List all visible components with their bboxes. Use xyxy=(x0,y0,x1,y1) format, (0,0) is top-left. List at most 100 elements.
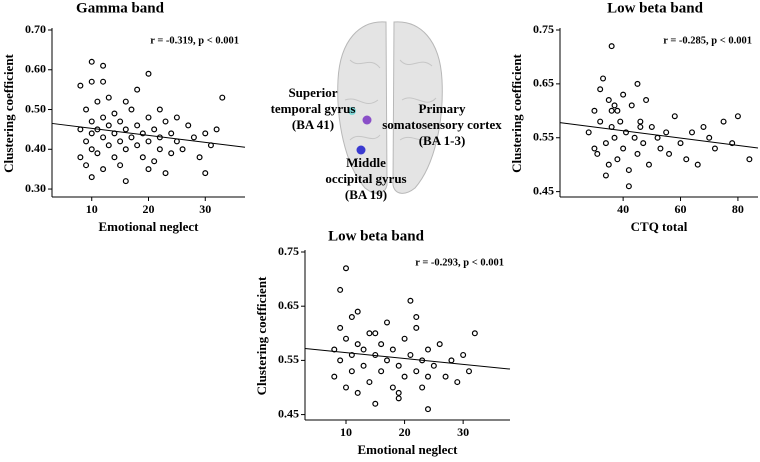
point xyxy=(645,161,652,168)
region-label: Middle xyxy=(346,155,386,170)
point xyxy=(134,122,141,129)
point xyxy=(620,91,627,98)
point xyxy=(77,126,84,133)
point xyxy=(436,341,443,348)
point xyxy=(145,138,152,145)
point xyxy=(348,314,355,321)
chart-title: Low beta band xyxy=(607,0,704,16)
point xyxy=(605,161,612,168)
point xyxy=(156,146,163,153)
y-tick-label: 0.70 xyxy=(25,22,46,36)
trend-line xyxy=(51,122,246,148)
annotation: r = -0.285, p < 0.001 xyxy=(663,35,752,46)
point xyxy=(395,362,402,369)
point xyxy=(711,145,718,152)
point xyxy=(117,162,124,169)
point xyxy=(378,368,385,375)
x-tick-label: 40 xyxy=(617,202,629,216)
point xyxy=(648,123,655,130)
point xyxy=(173,114,180,121)
trend-line xyxy=(559,122,759,149)
point xyxy=(202,170,209,177)
point xyxy=(384,357,391,364)
point xyxy=(617,118,624,125)
point xyxy=(77,154,84,161)
point xyxy=(111,110,118,117)
point xyxy=(134,86,141,93)
point xyxy=(600,75,607,82)
point xyxy=(173,138,180,145)
y-axis-label: Clustering coefficient xyxy=(254,276,269,395)
point xyxy=(343,265,350,272)
y-axis-label: Clustering coefficient xyxy=(1,53,16,172)
point xyxy=(105,122,112,129)
point xyxy=(77,82,84,89)
point xyxy=(413,314,420,321)
point xyxy=(366,379,373,386)
point xyxy=(190,134,197,141)
point xyxy=(360,346,367,353)
x-axis-label: Emotional neglect xyxy=(357,442,458,457)
point xyxy=(139,154,146,161)
point xyxy=(122,178,129,185)
point xyxy=(631,134,638,141)
point xyxy=(448,357,455,364)
y-tick-label: 0.65 xyxy=(278,298,299,312)
point xyxy=(620,145,627,152)
y-tick-label: 0.50 xyxy=(25,101,46,115)
x-tick-label: 80 xyxy=(732,202,744,216)
point xyxy=(401,335,408,342)
x-tick-label: 30 xyxy=(457,425,469,439)
point xyxy=(162,170,169,177)
point xyxy=(337,286,344,293)
point xyxy=(666,150,673,157)
point xyxy=(746,156,753,163)
region-dot xyxy=(348,107,356,115)
point xyxy=(442,373,449,380)
point xyxy=(706,134,713,141)
point xyxy=(389,346,396,353)
point xyxy=(608,43,615,50)
point xyxy=(407,351,414,358)
point xyxy=(100,134,107,141)
point xyxy=(122,126,129,133)
point xyxy=(425,373,432,380)
point xyxy=(213,126,220,133)
region-label: temporal gyrus xyxy=(271,101,356,116)
point xyxy=(384,319,391,326)
point xyxy=(100,166,107,173)
region-label: Primary xyxy=(419,101,466,116)
point xyxy=(625,167,632,174)
point xyxy=(88,130,95,137)
point xyxy=(100,78,107,85)
point xyxy=(611,102,618,109)
point xyxy=(597,118,604,125)
point xyxy=(122,146,129,153)
point xyxy=(94,98,101,105)
point xyxy=(625,183,632,190)
point xyxy=(162,118,169,125)
point xyxy=(454,379,461,386)
point xyxy=(378,341,385,348)
point xyxy=(640,140,647,147)
point xyxy=(337,357,344,364)
point xyxy=(348,368,355,375)
point xyxy=(430,362,437,369)
point xyxy=(372,330,379,337)
point xyxy=(105,142,112,149)
point xyxy=(145,70,152,77)
point xyxy=(134,142,141,149)
y-tick-label: 0.75 xyxy=(278,244,299,258)
point xyxy=(671,113,678,120)
point xyxy=(591,145,598,152)
point xyxy=(219,94,226,101)
point xyxy=(602,172,609,179)
point xyxy=(122,98,129,105)
point xyxy=(683,156,690,163)
region-dot xyxy=(362,115,372,125)
point xyxy=(419,384,426,391)
point xyxy=(117,138,124,145)
point xyxy=(185,122,192,129)
y-tick-label: 0.55 xyxy=(533,129,554,143)
